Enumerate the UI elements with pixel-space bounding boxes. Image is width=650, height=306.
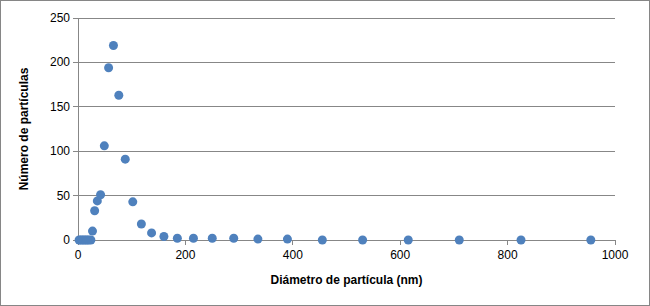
x-tick [400, 240, 401, 245]
point [121, 155, 130, 164]
y-tick [73, 151, 78, 152]
y-tick-label: 150 [50, 100, 70, 114]
x-tick-label: 1000 [602, 248, 629, 262]
point [455, 236, 464, 245]
x-tick [292, 240, 293, 245]
point [208, 234, 217, 243]
point [173, 234, 182, 243]
point [104, 63, 113, 72]
point [318, 236, 327, 245]
point [90, 206, 99, 215]
point [86, 236, 95, 245]
point [109, 41, 118, 50]
point [114, 91, 123, 100]
grid-line [78, 151, 615, 152]
x-axis-title: Diámetro de partícula (nm) [270, 273, 422, 287]
point [517, 236, 526, 245]
point [147, 228, 156, 237]
point [159, 232, 168, 241]
y-tick-label: 0 [63, 233, 70, 247]
x-tick-label: 600 [390, 248, 410, 262]
grid-line [78, 106, 615, 107]
x-tick-label: 400 [283, 248, 303, 262]
point [96, 190, 105, 199]
x-axis [78, 240, 615, 241]
y-axis-title: Número de partículas [17, 67, 31, 190]
y-tick [73, 18, 78, 19]
y-tick [73, 62, 78, 63]
point [128, 197, 137, 206]
point [358, 236, 367, 245]
grid-line [78, 62, 615, 63]
grid-line [78, 240, 615, 241]
grid-line [78, 195, 615, 196]
chart-border [1, 1, 650, 306]
points [75, 41, 596, 244]
point [88, 227, 97, 236]
y-tick [73, 106, 78, 107]
point [137, 220, 146, 229]
point [229, 234, 238, 243]
x-tick [615, 240, 616, 245]
y-axis [78, 18, 79, 240]
point [586, 236, 595, 245]
chart: 0 50 100 150 200 250 0 200 400 600 800 1000 Diámetro… [0, 0, 650, 306]
x-tick-label: 800 [498, 248, 518, 262]
y-tick-label: 50 [57, 189, 71, 203]
x-tick-label: 0 [75, 248, 82, 262]
x-tick-label: 200 [175, 248, 195, 262]
x-tick [185, 240, 186, 245]
y-tick [73, 195, 78, 196]
point [189, 234, 198, 243]
point [253, 235, 262, 244]
point [283, 235, 292, 244]
x-tick [507, 240, 508, 245]
point [404, 236, 413, 245]
y-tick-label: 250 [50, 11, 70, 25]
y-tick-label: 200 [50, 55, 70, 69]
y-tick-label: 100 [50, 144, 70, 158]
grid-line [78, 18, 615, 19]
point [100, 141, 109, 150]
